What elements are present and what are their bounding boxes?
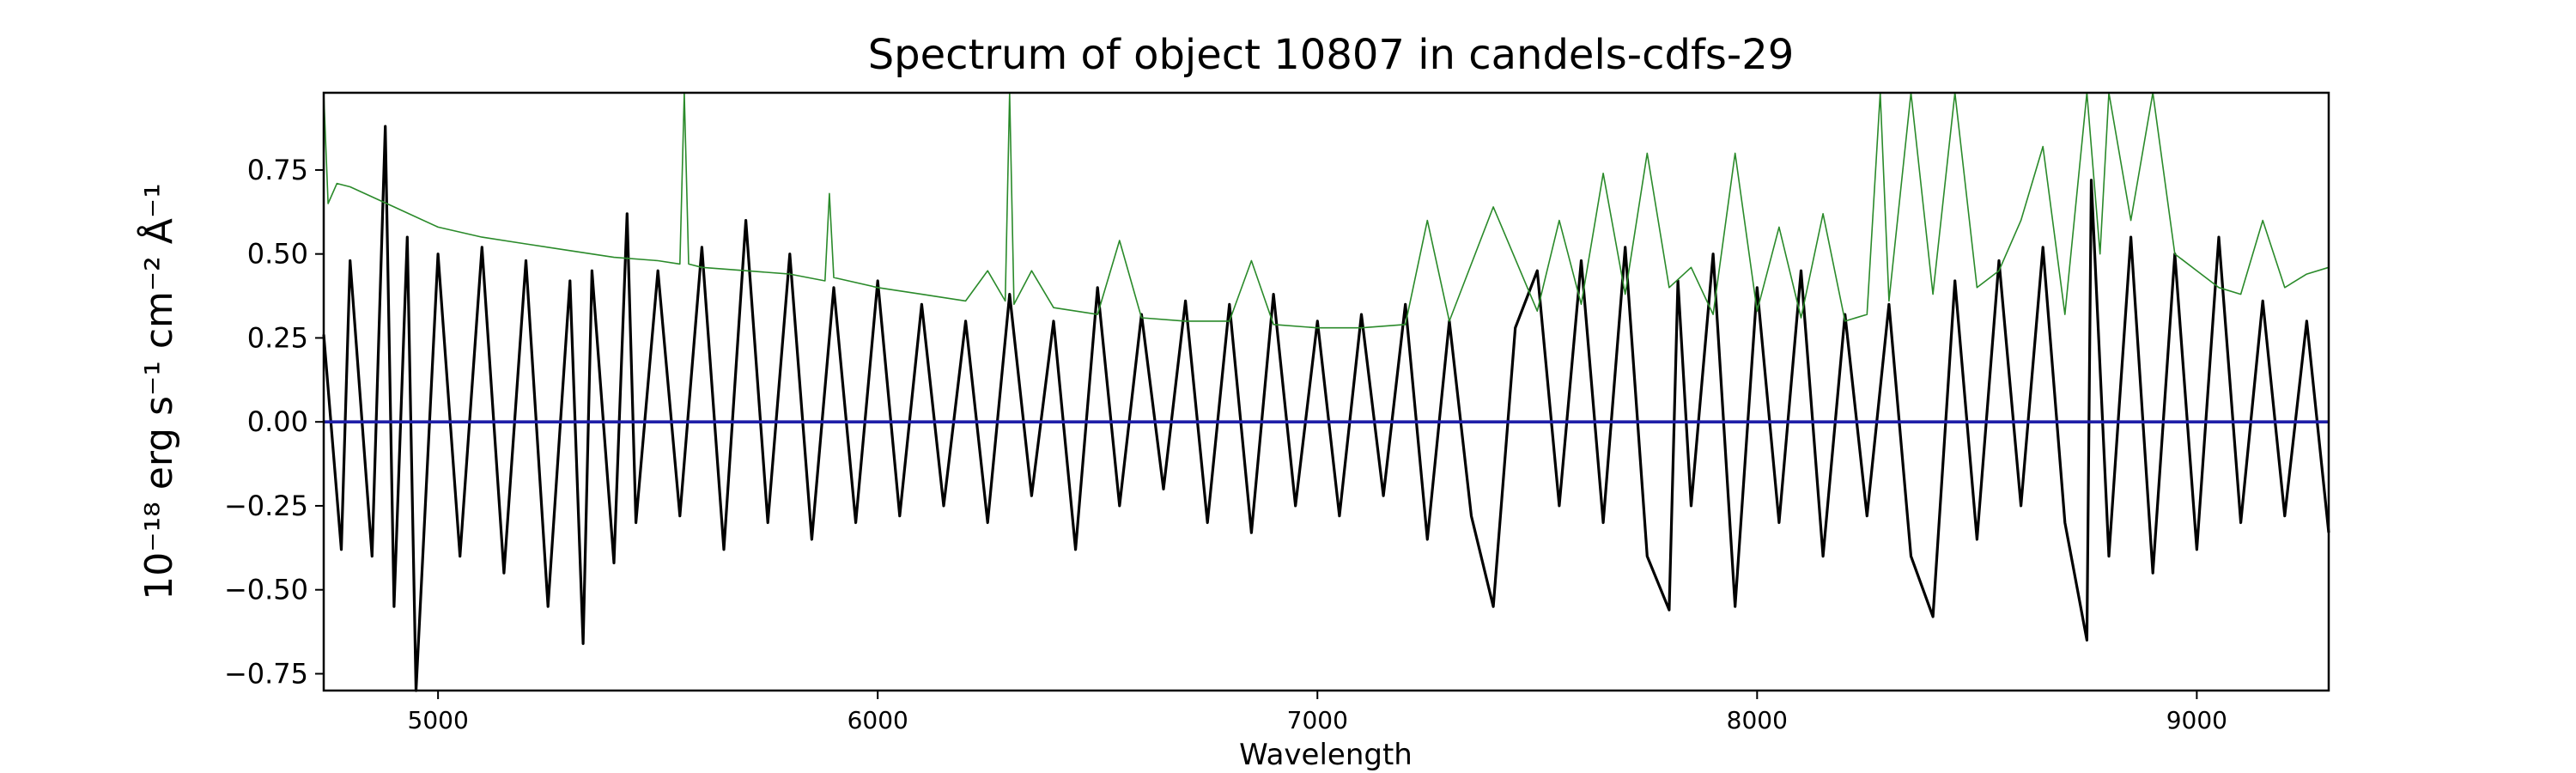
- plot-frame: [322, 91, 2330, 692]
- series-layer: [322, 92, 2330, 692]
- y-tick-label: 0.50: [247, 238, 308, 271]
- chart-title: Spectrum of object 10807 in candels-cdfs…: [868, 31, 1795, 79]
- y-tick-label: −0.25: [224, 490, 308, 522]
- y-tick-label: 0.25: [247, 321, 308, 354]
- y-axis: −0.75 −0.50 −0.25 0.00 0.25 0.50 0.75: [224, 154, 324, 690]
- y-axis-label: 10⁻¹⁸ erg s⁻¹ cm⁻² Å⁻¹: [136, 183, 181, 600]
- y-tick-label: 0.00: [247, 405, 308, 438]
- series-line-1: [323, 92, 2330, 329]
- x-tick-label: 8000: [1727, 706, 1788, 734]
- x-tick-label: 5000: [408, 706, 469, 734]
- y-tick-label: −0.75: [224, 657, 308, 690]
- plot-area: [322, 91, 2330, 692]
- x-tick-label: 7000: [1287, 706, 1348, 734]
- x-axis: 5000 6000 7000 8000 9000: [408, 691, 2227, 734]
- x-tick-label: 9000: [2166, 706, 2227, 734]
- series-line-0: [322, 125, 2330, 692]
- x-axis-label: Wavelength: [1239, 738, 1413, 772]
- y-tick-label: −0.50: [224, 574, 308, 606]
- y-tick-label: 0.75: [247, 154, 308, 186]
- x-tick-label: 6000: [848, 706, 908, 734]
